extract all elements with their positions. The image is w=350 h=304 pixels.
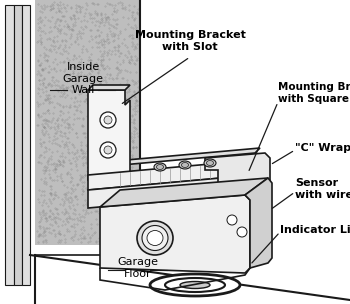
Polygon shape [100,195,250,273]
Text: Indicator Light: Indicator Light [280,225,350,235]
Ellipse shape [150,274,240,296]
Circle shape [227,215,237,225]
Polygon shape [88,148,260,168]
Ellipse shape [154,163,166,171]
Ellipse shape [147,230,163,246]
Polygon shape [88,90,130,180]
Polygon shape [205,153,270,225]
Polygon shape [5,5,14,285]
Ellipse shape [142,226,168,250]
Ellipse shape [179,161,191,169]
Polygon shape [88,85,130,90]
Polygon shape [245,178,272,268]
Ellipse shape [165,278,225,292]
Ellipse shape [182,163,189,168]
Ellipse shape [137,221,173,255]
Ellipse shape [204,159,216,167]
Circle shape [104,146,112,154]
Text: Mounting Bracket
with Square Holes: Mounting Bracket with Square Holes [278,82,350,104]
Ellipse shape [156,164,163,170]
Polygon shape [88,174,265,208]
Polygon shape [22,5,30,285]
Text: Inside
Garage
Wall: Inside Garage Wall [63,62,104,95]
Text: "C" Wrap: "C" Wrap [295,143,350,153]
Polygon shape [100,178,268,207]
Text: Mounting Bracket
with Slot: Mounting Bracket with Slot [134,30,245,52]
Text: Sensor
with wire: Sensor with wire [295,178,350,200]
Text: Garage
Floor: Garage Floor [118,257,159,278]
Polygon shape [14,5,22,285]
Polygon shape [35,0,140,245]
Circle shape [237,227,247,237]
Circle shape [100,112,116,128]
Ellipse shape [180,282,210,288]
Polygon shape [88,160,255,190]
Circle shape [100,142,116,158]
Circle shape [104,116,112,124]
Ellipse shape [206,161,214,165]
